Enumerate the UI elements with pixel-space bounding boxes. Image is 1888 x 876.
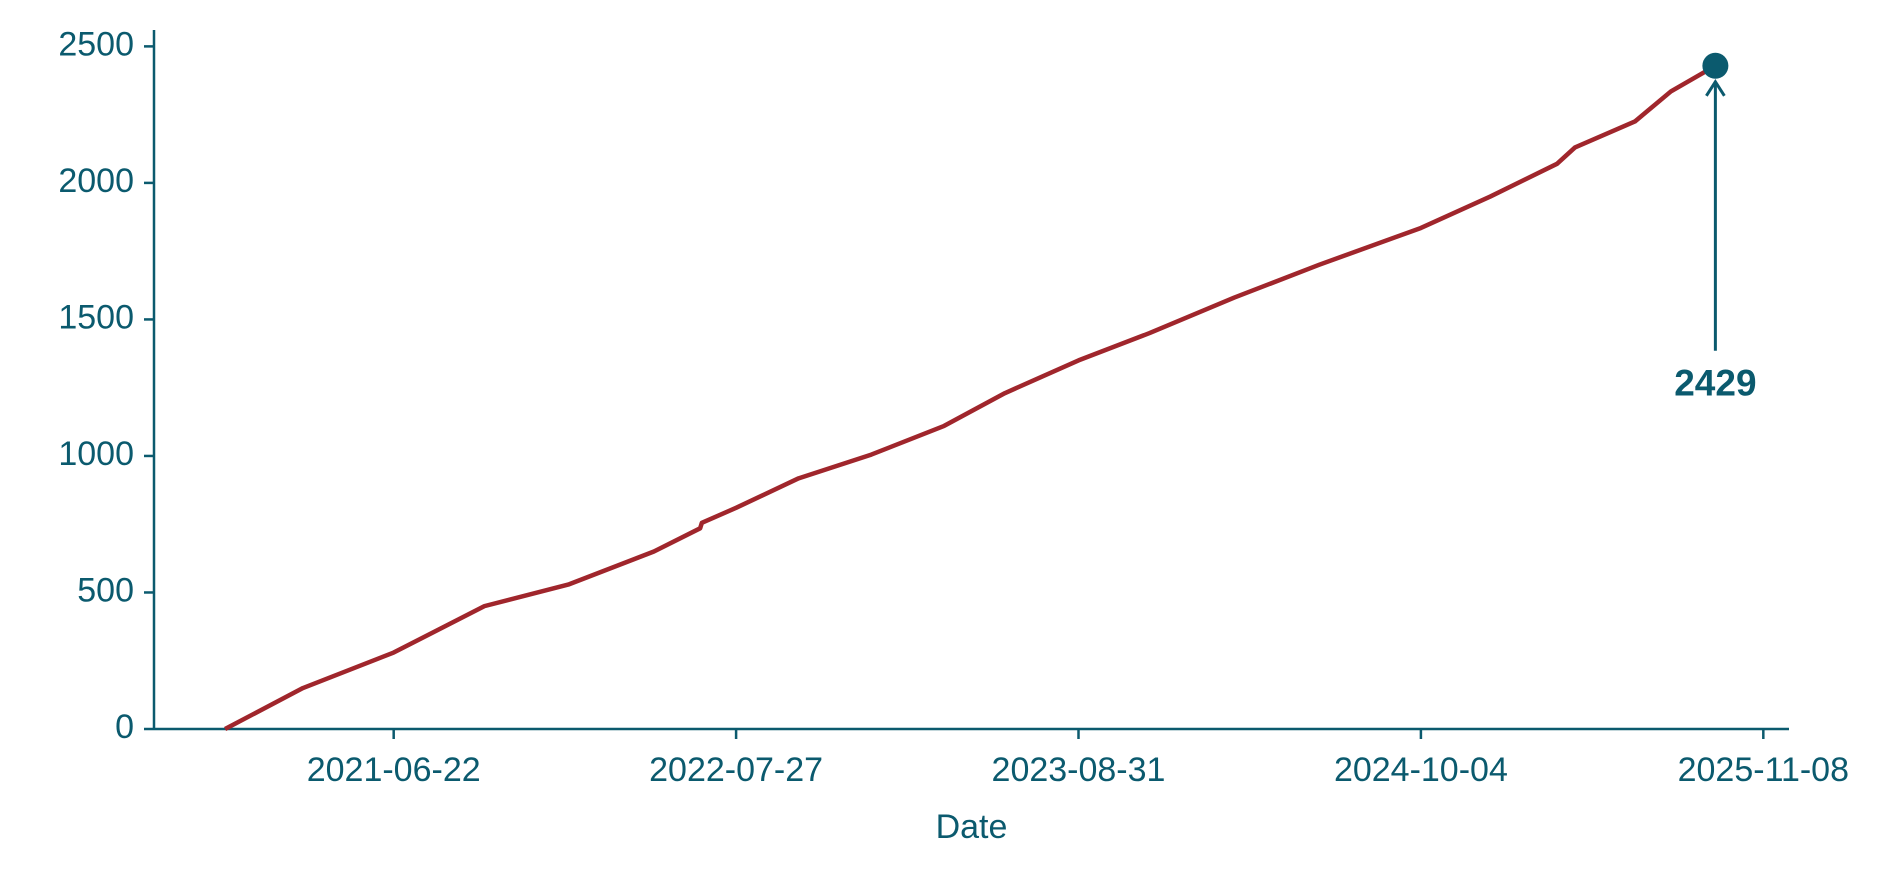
y-tick-label: 1500 <box>58 298 134 336</box>
x-tick-label: 2022-07-27 <box>649 751 823 789</box>
annotation-label: 2429 <box>1674 363 1756 404</box>
annotation-arrowhead <box>1705 78 1726 97</box>
x-tick-label: 2021-06-22 <box>307 751 481 789</box>
end-marker <box>1702 52 1729 79</box>
x-tick-label: 2024-10-04 <box>1334 751 1508 789</box>
y-tick-label: 500 <box>77 571 134 609</box>
x-tick-label: 2025-11-08 <box>1678 751 1849 789</box>
line <box>224 63 1717 731</box>
y-tick-label: 1000 <box>58 435 134 473</box>
y-tick-label: 2500 <box>58 25 134 63</box>
y-tick-label: 2000 <box>58 162 134 200</box>
x-tick-label: 2023-08-31 <box>992 751 1166 789</box>
x-axis-label: Date <box>936 808 1008 846</box>
y-tick-label: 0 <box>115 708 134 746</box>
